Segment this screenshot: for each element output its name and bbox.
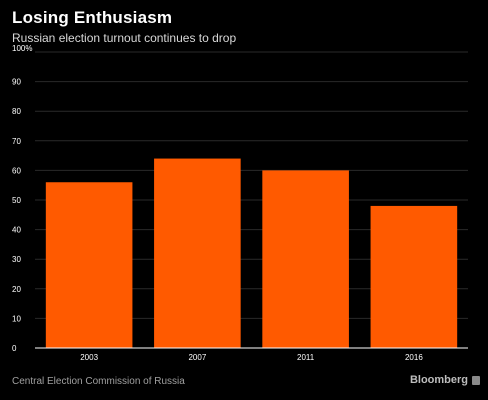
x-tick-label: 2003 — [80, 353, 98, 362]
brand-mark-icon — [472, 375, 480, 385]
bar-2003 — [45, 182, 133, 348]
y-tick-label: 90 — [12, 78, 21, 87]
y-tick-label: 50 — [12, 196, 21, 205]
y-tick-label: 20 — [12, 285, 21, 294]
bar-2007 — [154, 158, 241, 348]
source-note: Central Election Commission of Russia — [12, 376, 185, 387]
bars — [45, 158, 458, 348]
y-tick-label: 0 — [12, 344, 17, 353]
brand-logo: Bloomberg — [410, 374, 480, 386]
y-tick-label: 80 — [12, 107, 21, 116]
y-tick-label: 30 — [12, 255, 21, 264]
chart-subtitle: Russian election turnout continues to dr… — [12, 31, 237, 45]
y-axis-ticks: 0 10 20 30 40 50 60 70 80 90 100% — [12, 44, 32, 353]
bar-2016 — [370, 205, 458, 348]
x-axis-ticks: 2003 2007 2011 2016 — [80, 353, 423, 362]
y-tick-label: 40 — [12, 226, 21, 235]
chart-title: Losing Enthusiasm — [12, 8, 173, 27]
x-tick-label: 2007 — [188, 353, 206, 362]
brand-label: Bloomberg — [409, 374, 468, 386]
x-tick-label: 2016 — [405, 353, 423, 362]
y-tick-label: 70 — [12, 137, 21, 146]
bar-2011 — [262, 170, 349, 348]
x-tick-label: 2011 — [297, 353, 315, 362]
y-tick-label: 60 — [12, 166, 21, 175]
y-tick-label: 10 — [12, 314, 21, 323]
y-tick-label: 100% — [12, 44, 32, 53]
